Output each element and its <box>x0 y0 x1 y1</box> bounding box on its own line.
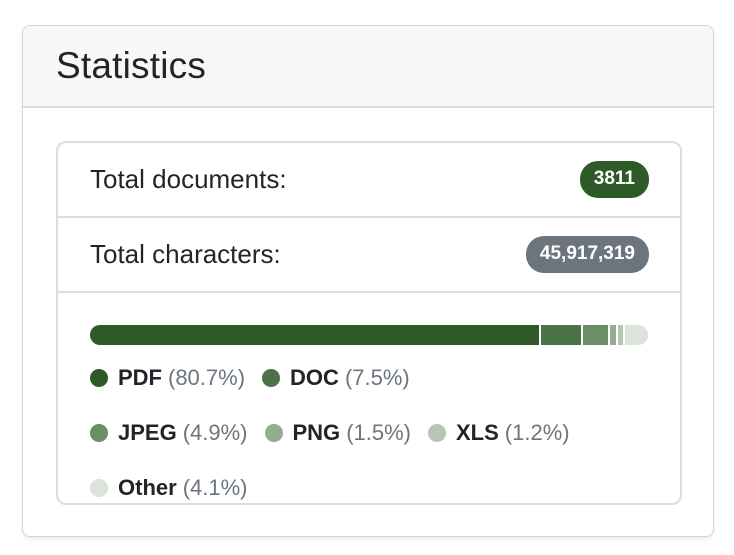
legend-item-pdf: PDF (80.7%) <box>90 363 245 392</box>
card-title: Statistics <box>56 45 207 86</box>
total-characters-badge: 45,917,319 <box>525 236 649 273</box>
legend-label: JPEG <box>118 420 177 445</box>
total-characters-label: Total characters: <box>90 239 281 269</box>
legend-dot-icon <box>90 478 108 497</box>
legend-label: Other <box>118 475 177 500</box>
stacked-progress-bar <box>90 325 648 345</box>
legend-item-other: Other (4.1%) <box>90 473 247 502</box>
legend-percentage: (80.7%) <box>168 365 246 390</box>
legend-percentage: (7.5%) <box>344 365 410 390</box>
legend-dot-icon <box>90 423 108 442</box>
bar-segment-doc <box>540 325 583 345</box>
legend-item-xls: XLS (1.2%) <box>427 418 570 447</box>
bar-segment-pdf <box>90 325 541 345</box>
bar-segment-jpeg <box>582 325 610 345</box>
legend-percentage: (1.5%) <box>346 420 411 445</box>
bar-segment-other <box>625 325 648 345</box>
stats-list: Total documents: 3811 Total characters: … <box>56 141 682 505</box>
total-documents-row: Total documents: 3811 <box>58 143 680 218</box>
bar-segment-xls <box>618 325 626 345</box>
legend-item-doc: DOC (7.5%) <box>262 363 410 392</box>
legend-dot-icon <box>264 423 283 442</box>
legend-item-png: PNG (1.5%) <box>264 418 411 447</box>
total-documents-badge: 3811 <box>579 161 649 198</box>
legend-label: PDF <box>118 365 162 390</box>
card-header: Statistics <box>23 26 713 108</box>
legend-dot-icon <box>262 368 281 387</box>
legend-item-jpeg: JPEG (4.9%) <box>90 418 248 447</box>
total-characters-row: Total characters: 45,917,319 <box>58 218 680 293</box>
legend-dot-icon <box>427 423 446 442</box>
chart-legend: PDF (80.7%) DOC (7.5%) JPEG (4.9%) PNG (1.5%) XL… <box>90 363 670 502</box>
total-documents-label: Total documents: <box>90 164 287 194</box>
legend-percentage: (4.9%) <box>182 420 248 445</box>
legend-percentage: (1.2%) <box>504 420 570 445</box>
bar-segment-png <box>610 325 619 345</box>
legend-dot-icon <box>90 368 108 387</box>
file-type-chart: PDF (80.7%) DOC (7.5%) JPEG (4.9%) PNG (1.5%) XL… <box>58 293 680 502</box>
legend-label: PNG <box>292 420 341 445</box>
legend-label: XLS <box>455 420 499 445</box>
legend-percentage: (4.1%) <box>182 475 248 500</box>
legend-label: DOC <box>290 365 339 390</box>
statistics-card: Statistics Total documents: 3811 Total c… <box>22 25 714 537</box>
